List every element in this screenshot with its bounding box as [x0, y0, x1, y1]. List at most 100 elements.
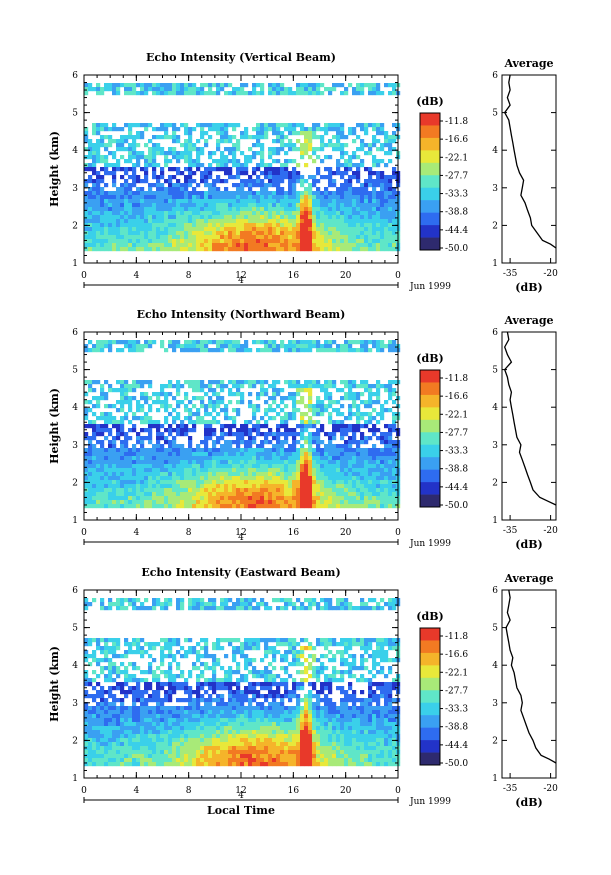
heatmap-cell	[88, 456, 93, 461]
heatmap-cell	[348, 163, 353, 168]
heatmap-cell	[344, 456, 349, 461]
heatmap-cell	[344, 135, 349, 140]
heatmap-cell	[152, 400, 157, 405]
heatmap-cell	[324, 344, 329, 349]
heatmap-cell	[280, 227, 285, 232]
heatmap-cell	[268, 83, 273, 88]
heatmap-cell	[192, 472, 197, 477]
heatmap-cell	[192, 488, 197, 493]
heatmap-cell	[368, 436, 373, 441]
heatmap-cell	[124, 492, 129, 497]
heatmap-cell	[88, 504, 93, 509]
heatmap-cell	[232, 151, 237, 156]
heatmap-cell	[284, 436, 289, 441]
heatmap-cell	[284, 215, 289, 220]
heatmap-cell	[360, 392, 365, 397]
heatmap-cell	[360, 159, 365, 164]
heatmap-cell	[196, 183, 201, 188]
heatmap-cell	[348, 404, 353, 409]
heatmap-cell	[192, 496, 197, 501]
heatmap-cell	[148, 448, 153, 453]
heatmap-cell	[356, 404, 361, 409]
heatmap-cell	[368, 199, 373, 204]
heatmap-cell	[280, 83, 285, 88]
heatmap-cell	[376, 344, 381, 349]
heatmap-cell	[112, 662, 117, 667]
heatmap-cell	[268, 147, 273, 152]
heatmap-cell	[88, 480, 93, 485]
heatmap-cell	[264, 219, 269, 224]
heatmap-cell	[264, 127, 269, 132]
heatmap-cell	[252, 460, 257, 465]
heatmap-cell	[104, 412, 109, 417]
heatmap-cell	[300, 344, 305, 349]
heatmap-cell	[276, 231, 281, 236]
heatmap-cell	[180, 231, 185, 236]
heatmap-cell	[88, 163, 93, 168]
heatmap-cell	[340, 348, 345, 353]
heatmap-cell	[164, 83, 169, 88]
heatmap-cell	[140, 247, 145, 252]
heatmap-cell	[156, 424, 161, 429]
heatmap-cell	[376, 231, 381, 236]
heatmap-cell	[136, 179, 141, 184]
heatmap-cell	[376, 171, 381, 176]
heatmap-cell	[228, 135, 233, 140]
heatmap-cell	[136, 91, 141, 96]
heatmap-cell	[256, 404, 261, 409]
heatmap-cell	[260, 340, 265, 345]
heatmap-cell	[324, 155, 329, 160]
heatmap-cell	[192, 404, 197, 409]
heatmap-cell	[120, 424, 125, 429]
heatmap-cell	[280, 388, 285, 393]
heatmap-cell	[252, 183, 257, 188]
heatmap-cell	[200, 131, 205, 136]
heatmap-cell	[96, 662, 101, 667]
heatmap-cell	[84, 472, 89, 477]
heatmap-cell	[156, 484, 161, 489]
heatmap-cell	[184, 147, 189, 152]
heatmap-cell	[364, 199, 369, 204]
heatmap-cell	[340, 231, 345, 236]
heatmap-cell	[312, 492, 317, 497]
heatmap-cell	[376, 219, 381, 224]
heatmap-cell	[256, 408, 261, 413]
heatmap-cell	[92, 686, 97, 691]
heatmap-cell	[164, 159, 169, 164]
heatmap-cell	[384, 480, 389, 485]
heatmap-cell	[248, 468, 253, 473]
heatmap-cell	[100, 448, 105, 453]
heatmap-cell	[208, 127, 213, 132]
heatmap-cell	[264, 175, 269, 180]
heatmap-cell	[284, 452, 289, 457]
heatmap-cell	[84, 91, 89, 96]
heatmap-cell	[368, 392, 373, 397]
heatmap-cell	[176, 384, 181, 389]
heatmap-cell	[128, 488, 133, 493]
avg-x-tick-label: -35	[503, 526, 518, 536]
heatmap-cell	[220, 231, 225, 236]
heatmap-cell	[232, 243, 237, 248]
heatmap-cell	[212, 444, 217, 449]
heatmap-cell	[112, 175, 117, 180]
heatmap-cell	[152, 420, 157, 425]
heatmap-cell	[264, 167, 269, 172]
heatmap-cell	[136, 496, 141, 501]
heatmap-cell	[100, 722, 105, 727]
heatmap-cell	[264, 344, 269, 349]
heatmap-cell	[164, 392, 169, 397]
heatmap-cell	[88, 754, 93, 759]
heatmap-cell	[328, 143, 333, 148]
heatmap-cell	[88, 247, 93, 252]
heatmap-cell	[348, 444, 353, 449]
heatmap-cell	[340, 127, 345, 132]
heatmap-cell	[268, 468, 273, 473]
heatmap-cell	[344, 452, 349, 457]
heatmap-cell	[356, 187, 361, 192]
heatmap-cell	[212, 380, 217, 385]
heatmap-cell	[144, 500, 149, 505]
heatmap-cell	[380, 171, 385, 176]
heatmap-cell	[92, 484, 97, 489]
heatmap-cell	[168, 183, 173, 188]
heatmap-cell	[188, 231, 193, 236]
